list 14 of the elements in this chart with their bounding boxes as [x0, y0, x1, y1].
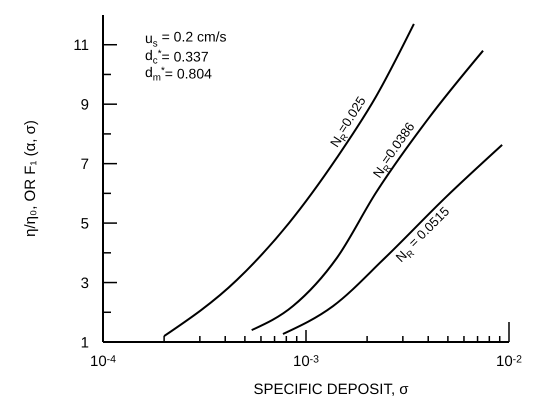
- y-tick-label: 7: [80, 156, 89, 173]
- y-axis-title: η/η₀, OR F₁ (α, σ): [22, 120, 39, 237]
- annotation: d$_{m}$$^{*}$= 0.804: [145, 64, 212, 84]
- y-tick-label: 1: [80, 334, 89, 352]
- x-tick-label: 10$^{-2}$: [496, 353, 522, 370]
- annotation: u$_{s}$ = 0.2 cm/s: [145, 28, 227, 50]
- x-axis-title: SPECIFIC DEPOSIT, σ: [253, 381, 410, 398]
- x-tick-label: 10$^{-4}$: [90, 353, 116, 370]
- y-tick-label: 11: [73, 36, 89, 54]
- y-tick-label: 3: [80, 274, 89, 292]
- y-tick-label: 5: [80, 215, 89, 232]
- annotation: d$_{c}$$^{*}$= 0.337: [145, 47, 209, 66]
- x-tick-label: 10$^{-3}$: [292, 353, 320, 370]
- y-tick-label: 9: [80, 96, 89, 114]
